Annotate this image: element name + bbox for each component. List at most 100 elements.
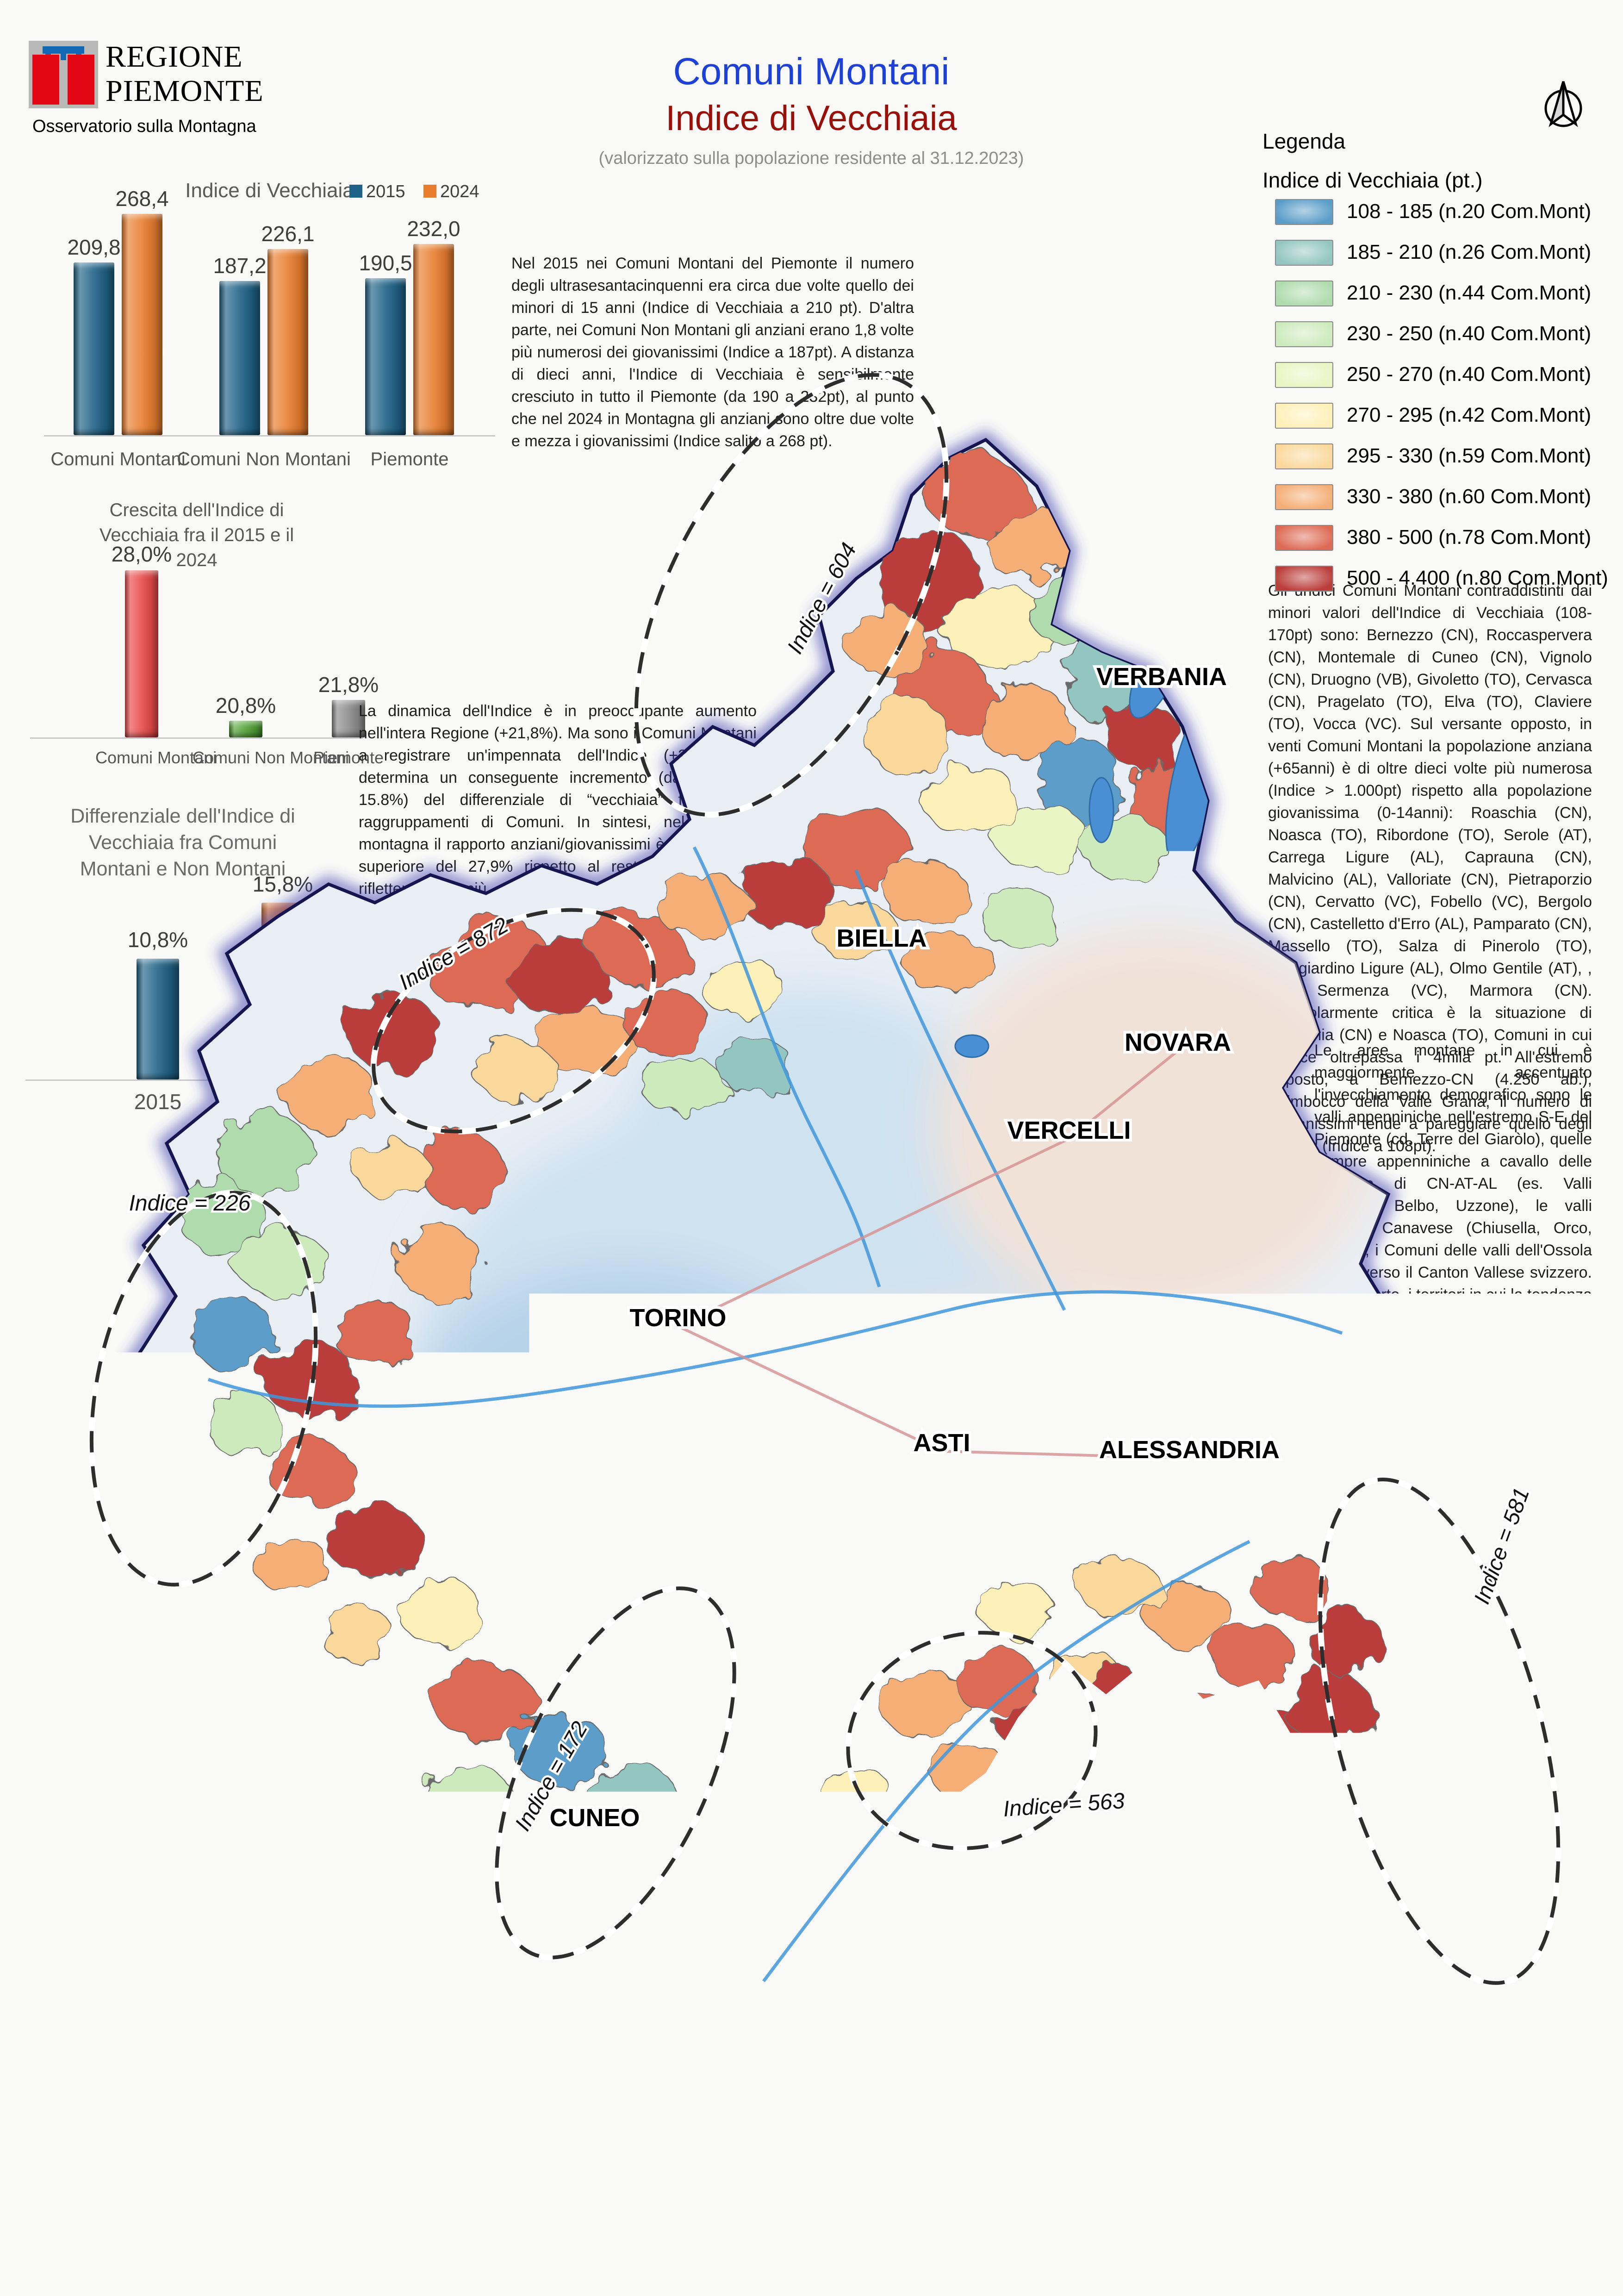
- legend-label: 380 - 500 (n.78 Com.Mont): [1347, 526, 1591, 549]
- text-block-dinamica: La dinamica dell'Indice è in preoccupant…: [359, 700, 757, 922]
- chart2-axis: [30, 737, 363, 739]
- legend-label: 108 - 185 (n.20 Com.Mont): [1347, 200, 1591, 223]
- annotation-label-581: Indice = 581: [1470, 1485, 1535, 1607]
- chart1-legend-2024-label: 2024: [440, 182, 479, 202]
- legend-swatch: [1275, 525, 1333, 551]
- chart3-cat-1: 2015: [134, 1089, 181, 1114]
- annotation-ellipse-563: [824, 1605, 1120, 1876]
- page-title: Comuni Montani: [599, 50, 1024, 94]
- legend-swatch: [1275, 240, 1333, 266]
- city-label-novara: NOVARA: [1125, 1029, 1231, 1056]
- bar-value: 21,8%: [318, 672, 379, 697]
- city-label-torino: TORINO: [629, 1304, 726, 1332]
- city-label-verbania: VERBANIA: [1096, 663, 1227, 691]
- lake-viverone: [955, 1035, 989, 1057]
- legend-label: 230 - 250 (n.40 Com.Mont): [1347, 322, 1591, 345]
- regione-piemonte-shield-icon: [29, 41, 98, 108]
- bar-value: 268,4: [115, 186, 168, 211]
- qgis-logo: QGIS: [41, 2175, 168, 2238]
- chart2-title: Crescita dell'Indice di Vecchiaia fra il…: [44, 498, 349, 573]
- org-subtitle: Osservatorio sulla Montagna: [32, 117, 256, 137]
- annotation-ellipse-172: [448, 1554, 784, 1992]
- bar-value: 15,8%: [253, 872, 313, 897]
- chart1-cat-3: Piemonte: [371, 449, 449, 470]
- page-title-block: Comuni Montani Indice di Vecchiaia (valo…: [599, 50, 1024, 168]
- epsg-info: EPSG:32632 ; QGIS 3.40.2-Bratislava ; Fo…: [39, 2259, 443, 2279]
- city-label-biella: BIELLA: [837, 924, 927, 952]
- legend-swatch: [1275, 443, 1333, 469]
- legend-label: 185 - 210 (n.26 Com.Mont): [1347, 241, 1591, 264]
- credit-fonte-dati: Fonte dati: Istat.: [153, 2204, 729, 2232]
- annotation-label-563: Indice = 563: [1002, 1789, 1126, 1822]
- legend-swatch: [1275, 362, 1333, 388]
- chart2-cat-2: Comuni Non Montani: [193, 748, 299, 768]
- credit-fonte-geometrie: Fonte geometrie: BDTRE Piemonte, base am…: [153, 2232, 729, 2260]
- bar-value: 28,0%: [112, 542, 172, 567]
- city-label-vercelli: VERCELLI: [1007, 1117, 1131, 1144]
- org-name-line2: PIEMONTE: [106, 74, 264, 108]
- legend-label: 250 - 270 (n.40 Com.Mont): [1347, 363, 1591, 386]
- chart1-legend-2024-swatch: [423, 185, 436, 198]
- bar-2024-comuni-montani: [122, 214, 162, 435]
- bar-2015-comuni-non-montani: [219, 281, 260, 435]
- legend-swatch: [1275, 566, 1333, 592]
- scale-bar: [1398, 2261, 1577, 2274]
- chart-crescita-indice: Crescita dell'Indice di Vecchiaia fra il…: [44, 498, 349, 794]
- chart1-cat-1: Comuni Montani: [50, 449, 185, 470]
- legend-label: 330 - 380 (n.60 Com.Mont): [1347, 485, 1591, 508]
- bar-value: 209,8: [67, 235, 120, 260]
- bar-differenziale-2024: [261, 903, 304, 1079]
- page-subtitle: Indice di Vecchiaia: [599, 98, 1024, 138]
- bar-value: 10,8%: [128, 927, 188, 952]
- chart2-cat-1: Comuni Montani: [95, 748, 188, 768]
- bar-2015-comuni-montani: [74, 262, 114, 435]
- roads: [595, 1051, 1342, 1826]
- scalebar-tick-10: 10: [1475, 2240, 1496, 2260]
- legend-title: Legenda: [1262, 129, 1345, 154]
- chart-differenziale-indice: Differenziale dell'Indice di Vecchiaia f…: [44, 803, 322, 1127]
- bar-differenziale-2015: [137, 959, 179, 1079]
- legend-swatch: [1275, 484, 1333, 510]
- city-label-cuneo: CUNEO: [549, 1804, 640, 1832]
- bar-value: 226,1: [261, 221, 314, 246]
- legend-subtitle: Indice di Vecchiaia (pt.): [1262, 168, 1483, 193]
- org-name: REGIONE PIEMONTE: [106, 40, 264, 108]
- lake-maggiore: [1155, 694, 1234, 871]
- text-commento: Commento: i valori elevati dell'Indice d…: [958, 1920, 1601, 2209]
- lakes: [955, 617, 1233, 1057]
- legend-swatch: [1275, 199, 1333, 225]
- bar-crescita-comuni-montani: [125, 570, 158, 737]
- annotation-ellipse-226: [69, 1172, 349, 1606]
- city-label-asti: ASTI: [913, 1429, 970, 1457]
- text-block-aree-montane: Le aree montane in cui è maggiormente ac…: [1314, 1039, 1592, 1395]
- chart3-axis: [25, 1079, 349, 1081]
- chart1-legend-2015-swatch: [349, 185, 362, 198]
- bar-value: 20,8%: [216, 693, 276, 718]
- lake-orta: [1089, 778, 1113, 842]
- chart3-cat-2: 2024: [259, 1089, 306, 1114]
- shield-lambel: [43, 46, 84, 54]
- annotation-label-226: Indice = 226: [129, 1191, 251, 1216]
- bar-value: 232,0: [407, 216, 460, 241]
- chart1-axis: [44, 435, 495, 437]
- bar-2024-comuni-non-montani: [267, 249, 308, 435]
- text-block-2015-analysis: Nel 2015 nei Comuni Montani del Piemonte…: [511, 252, 914, 452]
- north-arrow-icon: [1536, 78, 1591, 133]
- bar-2024-piemonte: [413, 244, 454, 435]
- legend-label: 210 - 230 (n.44 Com.Mont): [1347, 281, 1591, 305]
- scalebar-tick-20km: 20 km: [1552, 2240, 1603, 2260]
- bar-value: 187,2: [213, 253, 266, 278]
- bar-2015-piemonte: [365, 278, 406, 435]
- legend-swatch: [1275, 321, 1333, 347]
- chart-indice-di-vecchiaia: Indice di Vecchiaia 2015 2024 209,8 268,…: [44, 178, 495, 481]
- bar-value: 190,5: [359, 250, 412, 275]
- page-note: (valorizzato sulla popolazione residente…: [599, 149, 1024, 168]
- legend-label: 295 - 330 (n.59 Com.Mont): [1347, 444, 1591, 468]
- city-label-alessandria: ALESSANDRIA: [1099, 1436, 1280, 1464]
- annotation-label-172: Indice = 172: [510, 1717, 592, 1835]
- legend-label: 500 - 4.400 (n.80 Com.Mont): [1347, 567, 1608, 590]
- credit-cartografia: Allestimento cartografico: Osservatorio …: [153, 2177, 729, 2204]
- plain-zones: [393, 930, 1412, 1935]
- org-name-line1: REGIONE: [106, 40, 264, 74]
- scalebar-tick-0: 0: [1393, 2240, 1404, 2260]
